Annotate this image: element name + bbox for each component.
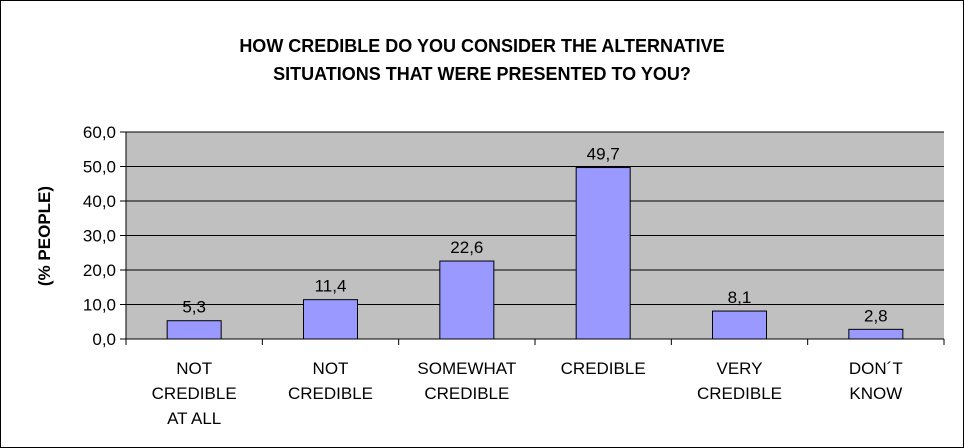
bar [166, 320, 222, 340]
category-label: CREDIBLE [288, 384, 373, 403]
y-tick-labels: 0,0 10,0 20,0 30,0 40,0 50,0 60,0 [83, 123, 116, 349]
category-label: KNOW [849, 384, 902, 403]
y-tick-label: 20,0 [83, 261, 116, 280]
y-tick-label: 40,0 [83, 192, 116, 211]
bar [303, 299, 358, 340]
data-label: 5,3 [182, 298, 206, 317]
chart-title: HOW CREDIBLE DO YOU CONSIDER THE ALTERNA… [239, 36, 724, 84]
bar [575, 167, 631, 340]
bar [439, 260, 495, 340]
category-label: CREDIBLE [561, 359, 646, 378]
category-label: VERY [717, 359, 763, 378]
category-label: NOT [313, 359, 349, 378]
y-tick-label: 50,0 [83, 158, 116, 177]
data-label: 11,4 [315, 277, 347, 296]
category-label: DON´T [849, 359, 903, 378]
y-tick-label: 60,0 [83, 123, 116, 142]
data-label: 22,6 [450, 238, 483, 257]
data-label: 8,1 [728, 288, 752, 307]
gridlines [126, 131, 944, 305]
category-label: NOT [176, 359, 212, 378]
category-label: CREDIBLE [152, 384, 237, 403]
y-axis-label: (% PEOPLE) [35, 186, 54, 286]
chart-title-line-2: SITUATIONS THAT WERE PRESENTED TO YOU? [273, 64, 691, 84]
category-label: CREDIBLE [697, 384, 782, 403]
bar [848, 328, 904, 340]
y-tick-label: 10,0 [83, 296, 116, 315]
data-labels: 5,3 11,4 22,6 49,7 8,1 2,8 [182, 145, 887, 326]
data-label: 2,8 [864, 306, 888, 325]
data-label: 49,7 [587, 145, 620, 164]
chart-title-line-1: HOW CREDIBLE DO YOU CONSIDER THE ALTERNA… [239, 36, 724, 56]
category-labels: NOT CREDIBLE AT ALL NOT CREDIBLE SOMEWHAT CRED… [152, 359, 903, 428]
category-label: CREDIBLE [424, 384, 509, 403]
bar [712, 310, 767, 340]
bars [166, 167, 904, 340]
y-tick-label: 30,0 [83, 227, 116, 246]
y-tick-label: 0,0 [92, 330, 116, 349]
axes [120, 131, 945, 345]
category-label: AT ALL [167, 409, 221, 428]
category-label: SOMEWHAT [417, 359, 516, 378]
